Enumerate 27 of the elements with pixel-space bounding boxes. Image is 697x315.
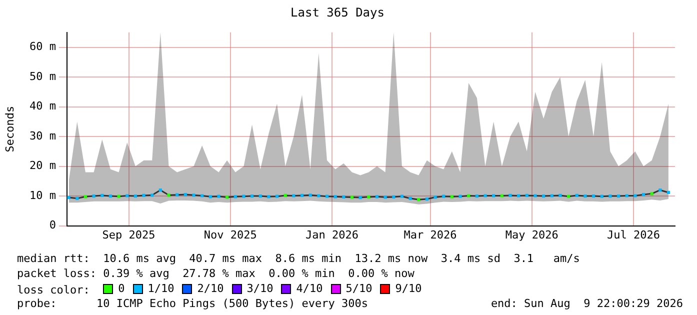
y-tick-label: 0 bbox=[49, 218, 56, 232]
x-tick-label: Sep 2025 bbox=[102, 228, 156, 242]
chart-title: Last 365 Days bbox=[290, 5, 384, 20]
y-tick-label: 50 m bbox=[30, 70, 56, 83]
text: probe: 10 ICMP Echo Pings (500 Bytes) every 300s bbox=[17, 297, 368, 310]
legend-label: 9/10 bbox=[395, 281, 422, 296]
x-tick-label: Nov 2025 bbox=[204, 228, 257, 242]
x-tick-label: Jan 2026 bbox=[306, 228, 358, 242]
legend-label: 3/10 bbox=[246, 281, 274, 296]
text: median rtt: 10.6 ms avg 40.7 ms max 8.6 ms min 13.2 ms now 3.4 ms sd 3.1 am/s bbox=[17, 252, 580, 265]
y-tick-label: 20 m bbox=[30, 159, 56, 172]
legend-label: 2/10 bbox=[197, 281, 224, 296]
legend-label: 4/10 bbox=[296, 281, 323, 296]
legend-label: 5/10 bbox=[346, 281, 372, 296]
y-tick-label: 10 m bbox=[30, 188, 56, 202]
x-tick-label: Mar 2026 bbox=[404, 228, 457, 242]
y-tick-label: 30 m bbox=[30, 129, 56, 142]
x-tick-label: May 2026 bbox=[505, 228, 558, 242]
legend-label: 0 bbox=[118, 281, 125, 296]
x-tick-label: Jul 2026 bbox=[607, 228, 660, 242]
y-tick-label: 60 m bbox=[30, 40, 56, 54]
y-axis-title: Seconds bbox=[3, 106, 16, 152]
legend-label: 1/10 bbox=[148, 281, 174, 296]
y-tick-label: 40 m bbox=[30, 100, 56, 113]
text: end: Sun Aug 9 22:00:29 2026 bbox=[490, 296, 683, 311]
text: loss color: bbox=[17, 284, 91, 296]
text: packet loss: 0.39 % avg 27.78 % max 0.00 % min 0.00 % now bbox=[17, 267, 414, 280]
